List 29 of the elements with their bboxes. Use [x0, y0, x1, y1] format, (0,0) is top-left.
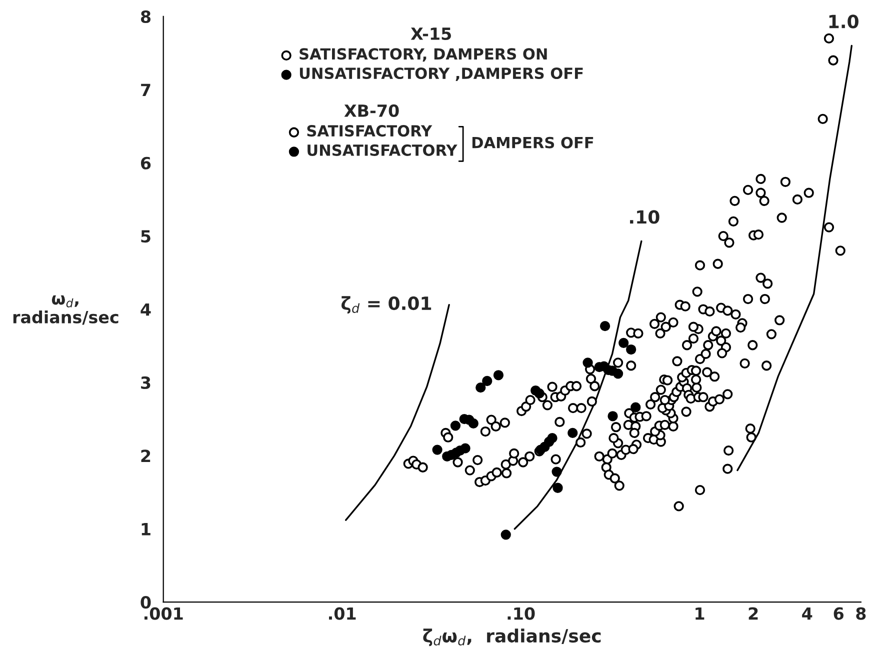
- x-tick-label: 2: [748, 607, 758, 620]
- annotation: .10: [630, 210, 660, 224]
- x-tick-label: 8: [856, 607, 866, 620]
- x-tick-label: .01: [329, 607, 356, 620]
- legend-label: UNSATISFACTORY ,DAMPERS OFF: [300, 67, 583, 82]
- legend-label: SATISFACTORY, DAMPERS ON: [300, 48, 547, 62]
- annotation: DAMPERS OFF: [472, 136, 594, 148]
- y-tick-label: 7: [141, 84, 150, 96]
- x-tick-label: 4: [802, 607, 812, 620]
- y-tick-label: 8: [140, 10, 151, 24]
- annotation: X-15: [410, 28, 451, 40]
- y-tick-label: 3: [141, 376, 150, 390]
- annotation: 1.0: [829, 14, 858, 28]
- y-tick-label: 4: [140, 303, 151, 316]
- y-tick-label: 2: [141, 450, 150, 462]
- x-tick-label: .001: [144, 607, 183, 620]
- x-tick-label: 1: [696, 607, 704, 620]
- x-axis-title: ζ$_{d}$ω$_{d}$, radians/sec: [423, 628, 601, 646]
- x-tick-label: .10: [508, 607, 535, 620]
- annotation: XB-70: [344, 104, 399, 117]
- y-tick-label: 0: [140, 596, 151, 609]
- x-tick-label: 6: [834, 607, 844, 620]
- y-tick-label: 1: [142, 523, 150, 536]
- legend-label: UNSATISFACTORY: [308, 144, 458, 156]
- y-tick-label: 6: [140, 156, 151, 170]
- legend-label: SATISFACTORY: [307, 125, 432, 137]
- annotation: ζ$_{d}$ = 0.01: [341, 296, 432, 314]
- y-tick-label: 5: [141, 230, 150, 243]
- y-axis-title: ω$_{d}$, radians/sec: [13, 295, 118, 325]
